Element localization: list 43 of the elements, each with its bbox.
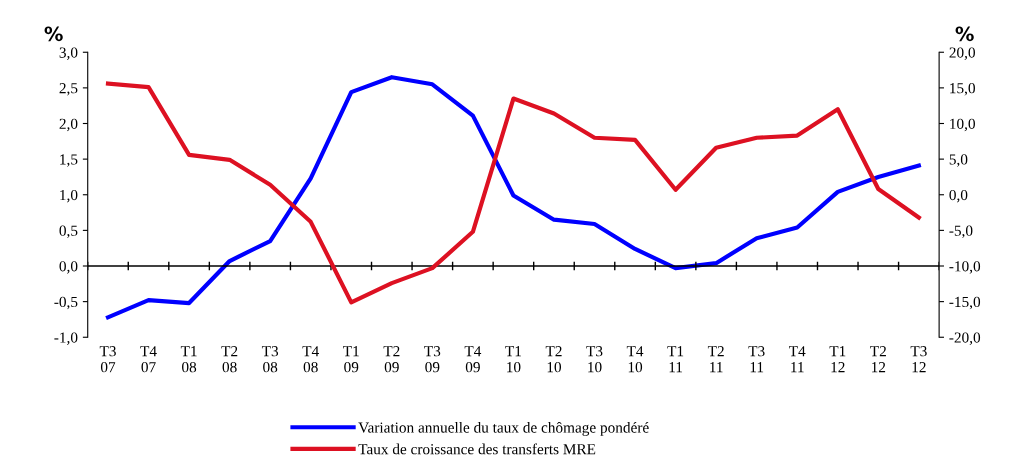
y2-tick-label: 0,0 — [949, 189, 968, 203]
x-tick-label: T2 11 — [707, 346, 724, 373]
y-tick-label: 0,0 — [59, 261, 78, 274]
x-tick-label: T1 12 — [829, 346, 846, 373]
x-tick-label: T3 11 — [748, 346, 765, 373]
x-tick-label: T1 11 — [667, 346, 684, 373]
x-tick-label: T2 12 — [870, 346, 886, 373]
y2-axis-title: % — [955, 26, 974, 42]
y2-tick-label: 20,0 — [949, 47, 975, 60]
x-tick-label: T1 10 — [505, 346, 521, 373]
y2-tick-label: -10,0 — [949, 261, 981, 274]
x-tick-label: T4 08 — [302, 346, 319, 373]
x-tick-label: T4 11 — [789, 346, 806, 373]
x-tick-label: T1 09 — [343, 346, 359, 373]
x-tick-label: T3 09 — [424, 346, 441, 373]
legend-label: Taux de croissance des transferts MRE — [358, 443, 596, 455]
y-tick-label: 0,5 — [59, 225, 78, 239]
x-tick-label: T4 07 — [140, 346, 157, 373]
y-tick-label: 1,5 — [60, 154, 78, 167]
y2-tick-label: -5,0 — [949, 225, 973, 239]
y2-tick-label: -15,0 — [949, 296, 981, 310]
y2-tick-label: -20,0 — [949, 332, 981, 345]
y-tick-label: 3,0 — [59, 47, 78, 60]
x-tick-label: T2 10 — [545, 346, 562, 373]
y-tick-label: -0,5 — [54, 296, 78, 310]
y2-tick-label: 15,0 — [950, 83, 975, 96]
y-tick-label: 1,0 — [60, 189, 78, 203]
y2-tick-label: 10,0 — [950, 118, 975, 132]
y-axis-title: % — [44, 26, 63, 42]
y2-tick-label: 5,0 — [949, 154, 968, 167]
x-tick-label: T4 10 — [626, 346, 644, 373]
y-tick-label: 2,5 — [59, 83, 78, 96]
y-tick-label: -1,0 — [54, 332, 78, 345]
x-tick-label: T3 10 — [586, 346, 603, 373]
y-tick-label: 2,0 — [59, 118, 78, 132]
x-tick-label: T3 12 — [910, 346, 927, 373]
x-tick-label: T1 08 — [180, 346, 197, 373]
x-tick-label: T2 08 — [221, 346, 238, 373]
legend-label: Variation annuelle du taux de chômage pondéré — [358, 421, 649, 436]
x-tick-label: T3 07 — [99, 346, 116, 373]
x-tick-label: T4 09 — [464, 346, 482, 373]
x-tick-label: T3 08 — [261, 346, 279, 373]
x-tick-label: T2 09 — [383, 346, 400, 373]
